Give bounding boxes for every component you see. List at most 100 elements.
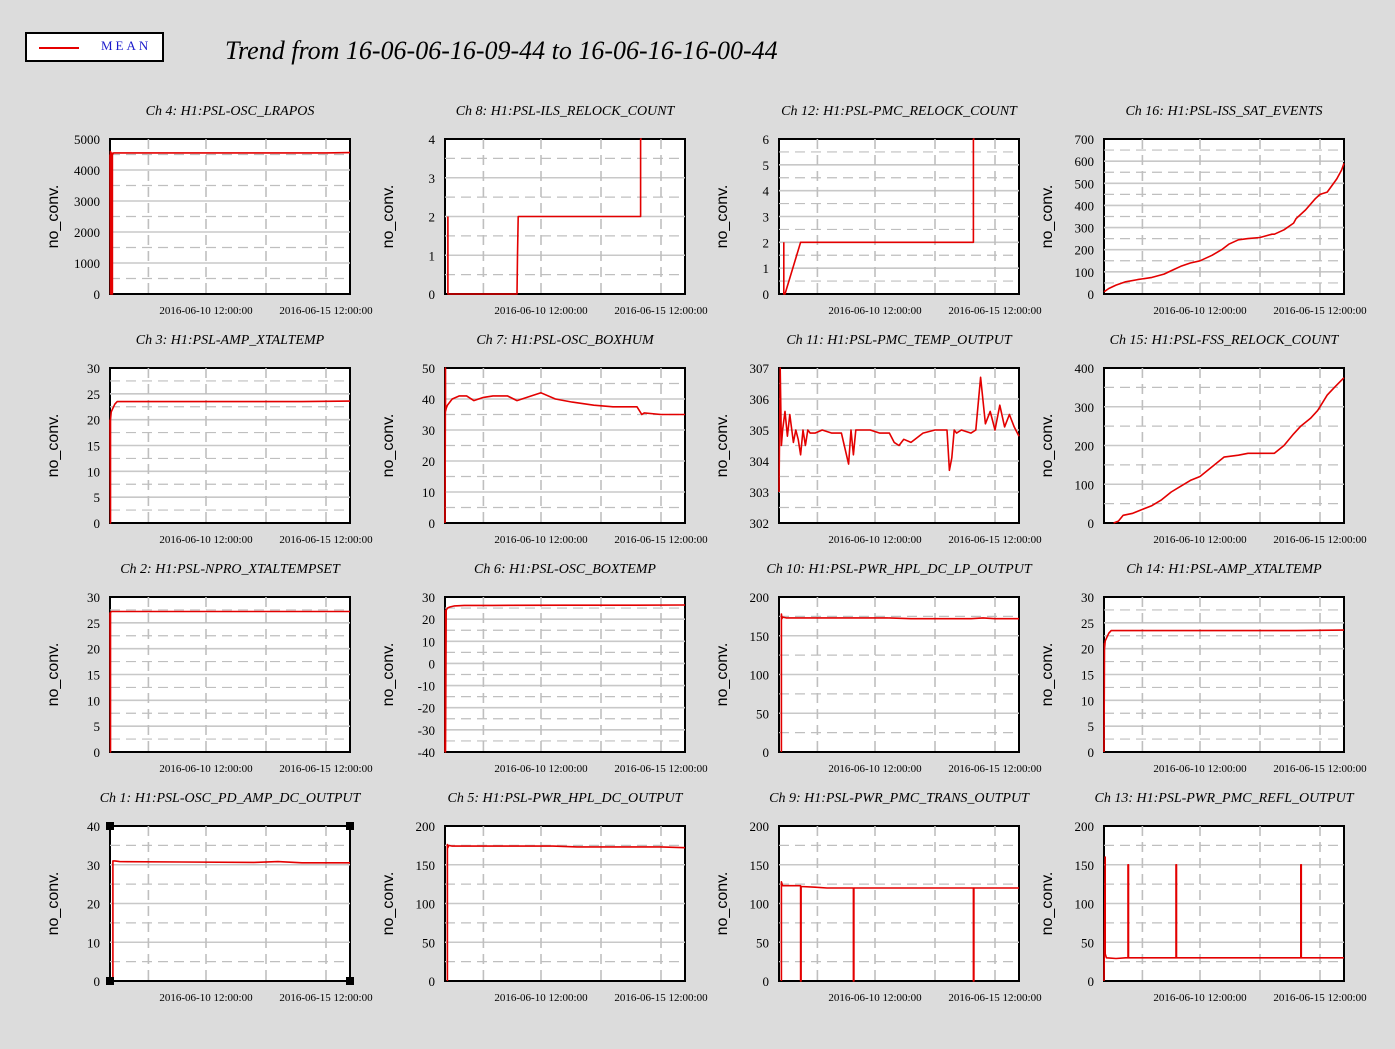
legend-swatch: [39, 47, 79, 49]
y-tick-label: 302: [750, 516, 770, 531]
y-tick-label: -30: [418, 723, 435, 738]
y-tick-label: 50: [1081, 935, 1094, 950]
y-tick-label: 0: [1088, 516, 1095, 531]
y-tick-label: 0: [429, 656, 436, 671]
y-tick-label: 300: [1075, 400, 1095, 415]
x-tick-label: 2016-06-10 12:00:00: [1153, 992, 1247, 1004]
x-tick-label: 2016-06-15 12:00:00: [1273, 534, 1367, 546]
y-tick-label: 0: [94, 516, 101, 531]
y-tick-label: 6: [763, 132, 770, 147]
y-tick-label: -20: [418, 701, 435, 716]
chart-panel: Ch 12: H1:PSL-PMC_RELOCK_COUNT 0 1 2 3 4 5 6 201…: [714, 104, 1042, 317]
chart-title: Ch 3: H1:PSL-AMP_XTALTEMP: [136, 333, 325, 348]
y-tick-label: 50: [422, 935, 435, 950]
x-tick-label: 2016-06-15 12:00:00: [614, 534, 708, 546]
chart-panel: Ch 1: H1:PSL-OSC_PD_AMP_DC_OUTPUT 0 10 20 30…: [45, 791, 373, 1004]
y-tick-label: 0: [94, 745, 101, 760]
y-tick-label: 2: [763, 235, 770, 250]
y-tick-label: 5: [1088, 719, 1095, 734]
y-tick-label: 300: [1075, 221, 1095, 236]
y-tick-label: 4000: [74, 163, 100, 178]
y-tick-label: 0: [1088, 745, 1095, 760]
selection-handle: [346, 977, 354, 985]
chart-panel: Ch 5: H1:PSL-PWR_HPL_DC_OUTPUT 0 50 100 150 2…: [380, 791, 708, 1004]
y-tick-label: 5: [94, 719, 101, 734]
series-line: [780, 880, 1019, 982]
y-tick-label: 303: [750, 485, 770, 500]
y-tick-label: 20: [87, 897, 100, 912]
y-tick-label: 20: [1081, 642, 1094, 657]
y-tick-label: 50: [422, 361, 435, 376]
y-tick-label: 400: [1075, 198, 1095, 213]
series-line: [778, 367, 1020, 493]
x-tick-label: 2016-06-15 12:00:00: [1273, 305, 1367, 317]
y-tick-label: 200: [750, 590, 770, 605]
series-line: [1113, 377, 1345, 524]
y-tick-label: 30: [87, 858, 100, 873]
y-axis-label: no_conv.: [1039, 872, 1056, 936]
x-tick-label: 2016-06-10 12:00:00: [828, 305, 922, 317]
y-tick-label: 0: [429, 974, 436, 989]
y-tick-label: 0: [94, 974, 101, 989]
y-tick-label: 100: [750, 897, 770, 912]
y-tick-label: 150: [750, 629, 770, 644]
y-tick-label: 100: [1075, 265, 1095, 280]
y-tick-label: 3: [763, 210, 770, 225]
chart-panel: Ch 9: H1:PSL-PWR_PMC_TRANS_OUTPUT 0 50 100 1…: [714, 791, 1042, 1004]
y-tick-label: 200: [1075, 819, 1095, 834]
series-line: [446, 843, 686, 981]
chart-panel: Ch 13: H1:PSL-PWR_PMC_REFL_OUTPUT 0 50 100 1…: [1039, 791, 1367, 1004]
y-axis-label: no_conv.: [45, 643, 62, 707]
series-line: [444, 367, 685, 524]
y-tick-label: 25: [87, 387, 100, 402]
y-tick-label: 200: [416, 819, 436, 834]
chart-panel: Ch 8: H1:PSL-ILS_RELOCK_COUNT 0 1 2 3 4 2016-0…: [380, 104, 708, 317]
legend-label: MEAN: [101, 38, 152, 53]
chart-title: Ch 11: H1:PSL-PMC_TEMP_OUTPUT: [786, 333, 1013, 348]
y-tick-label: 10: [87, 464, 100, 479]
y-tick-label: 600: [1075, 154, 1095, 169]
chart-panel: Ch 16: H1:PSL-ISS_SAT_EVENTS 0 100 200 300 40…: [1039, 104, 1367, 317]
page-title: Trend from 16-06-06-16-09-44 to 16-06-16…: [225, 36, 778, 65]
x-tick-label: 2016-06-10 12:00:00: [494, 992, 588, 1004]
x-tick-label: 2016-06-10 12:00:00: [828, 763, 922, 775]
y-tick-label: 306: [750, 392, 770, 407]
y-tick-label: 100: [750, 668, 770, 683]
y-tick-label: 150: [1075, 858, 1095, 873]
x-tick-label: 2016-06-15 12:00:00: [948, 992, 1042, 1004]
y-tick-label: 30: [87, 361, 100, 376]
y-tick-label: 10: [87, 693, 100, 708]
y-tick-label: 200: [1075, 439, 1095, 454]
y-tick-label: 0: [1088, 974, 1095, 989]
y-tick-label: 100: [1075, 897, 1095, 912]
y-tick-label: 50: [756, 706, 769, 721]
x-tick-label: 2016-06-10 12:00:00: [159, 305, 253, 317]
x-tick-label: 2016-06-15 12:00:00: [614, 992, 708, 1004]
chart-title: Ch 10: H1:PSL-PWR_HPL_DC_LP_OUTPUT: [766, 562, 1032, 577]
x-tick-label: 2016-06-15 12:00:00: [948, 534, 1042, 546]
y-tick-label: 25: [87, 616, 100, 631]
y-tick-label: 5: [763, 158, 770, 173]
y-tick-label: 304: [750, 454, 770, 469]
y-tick-label: -10: [418, 679, 435, 694]
x-tick-label: 2016-06-10 12:00:00: [159, 763, 253, 775]
chart-panel: Ch 3: H1:PSL-AMP_XTALTEMP 0 5 10 15 20 25 30 201…: [45, 333, 373, 546]
y-tick-label: 4: [429, 132, 436, 147]
series-line: [109, 150, 351, 295]
chart-title: Ch 7: H1:PSL-OSC_BOXHUM: [476, 333, 655, 348]
chart-panel: Ch 4: H1:PSL-OSC_LRAPOS 0 1000 2000 3000 4000…: [45, 104, 373, 317]
y-axis-label: no_conv.: [380, 185, 397, 249]
series-line: [1103, 629, 1345, 753]
series-line: [1103, 856, 1344, 982]
y-tick-label: 15: [1081, 668, 1094, 683]
series-line: [447, 138, 642, 295]
series-line: [780, 613, 1019, 752]
x-tick-label: 2016-06-10 12:00:00: [1153, 534, 1247, 546]
y-tick-label: 0: [763, 745, 770, 760]
y-axis-label: no_conv.: [45, 185, 62, 249]
y-tick-label: 150: [416, 858, 436, 873]
y-tick-label: 3000: [74, 194, 100, 209]
chart-title: Ch 14: H1:PSL-AMP_XTALTEMP: [1126, 562, 1322, 577]
y-tick-label: 500: [1075, 176, 1095, 191]
y-axis-label: no_conv.: [380, 872, 397, 936]
